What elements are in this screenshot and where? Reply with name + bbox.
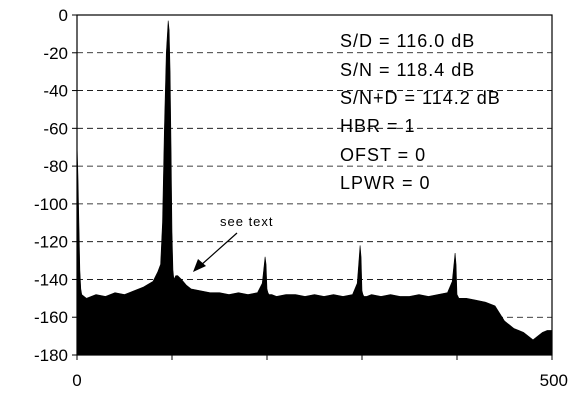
y-axis-ticks: 0 -20 -40 -60 -80 -100 -120 -140 -160 -180 xyxy=(34,6,77,365)
y-tick-label: -160 xyxy=(34,308,68,327)
y-tick-label: -120 xyxy=(34,233,68,252)
stat-hbr: HBR = 1 xyxy=(340,116,416,136)
x-tick-label: 0 xyxy=(72,371,81,390)
y-tick-label: -40 xyxy=(43,82,68,101)
callout-arrow-line xyxy=(199,232,238,267)
stat-lpwr: LPWR = 0 xyxy=(340,173,431,193)
stats-annotation: S/D = 116.0 dB S/N = 118.4 dB S/N+D = 11… xyxy=(340,31,501,193)
see-text-label: see text xyxy=(220,214,274,229)
y-tick-label: -180 xyxy=(34,346,68,365)
y-tick-label: -80 xyxy=(43,157,68,176)
plot-border xyxy=(76,14,553,356)
y-tick-label: -140 xyxy=(34,270,68,289)
x-axis-ticks: 0 500 xyxy=(72,355,568,390)
x-tick-label: 500 xyxy=(540,371,568,390)
see-text-callout: see text xyxy=(193,214,274,272)
y-tick-label: -20 xyxy=(43,44,68,63)
stat-sd: S/D = 116.0 dB xyxy=(340,31,475,51)
y-tick-label: 0 xyxy=(59,6,68,25)
y-tick-label: -100 xyxy=(34,195,68,214)
stat-snd: S/N+D = 114.2 dB xyxy=(340,88,501,108)
y-tick-label: -60 xyxy=(43,119,68,138)
stat-sn: S/N = 118.4 dB xyxy=(340,60,475,80)
stat-ofst: OFST = 0 xyxy=(340,145,426,165)
callout-arrowhead-icon xyxy=(193,259,206,272)
plot-frame xyxy=(76,14,553,356)
spectrum-area xyxy=(76,20,553,356)
